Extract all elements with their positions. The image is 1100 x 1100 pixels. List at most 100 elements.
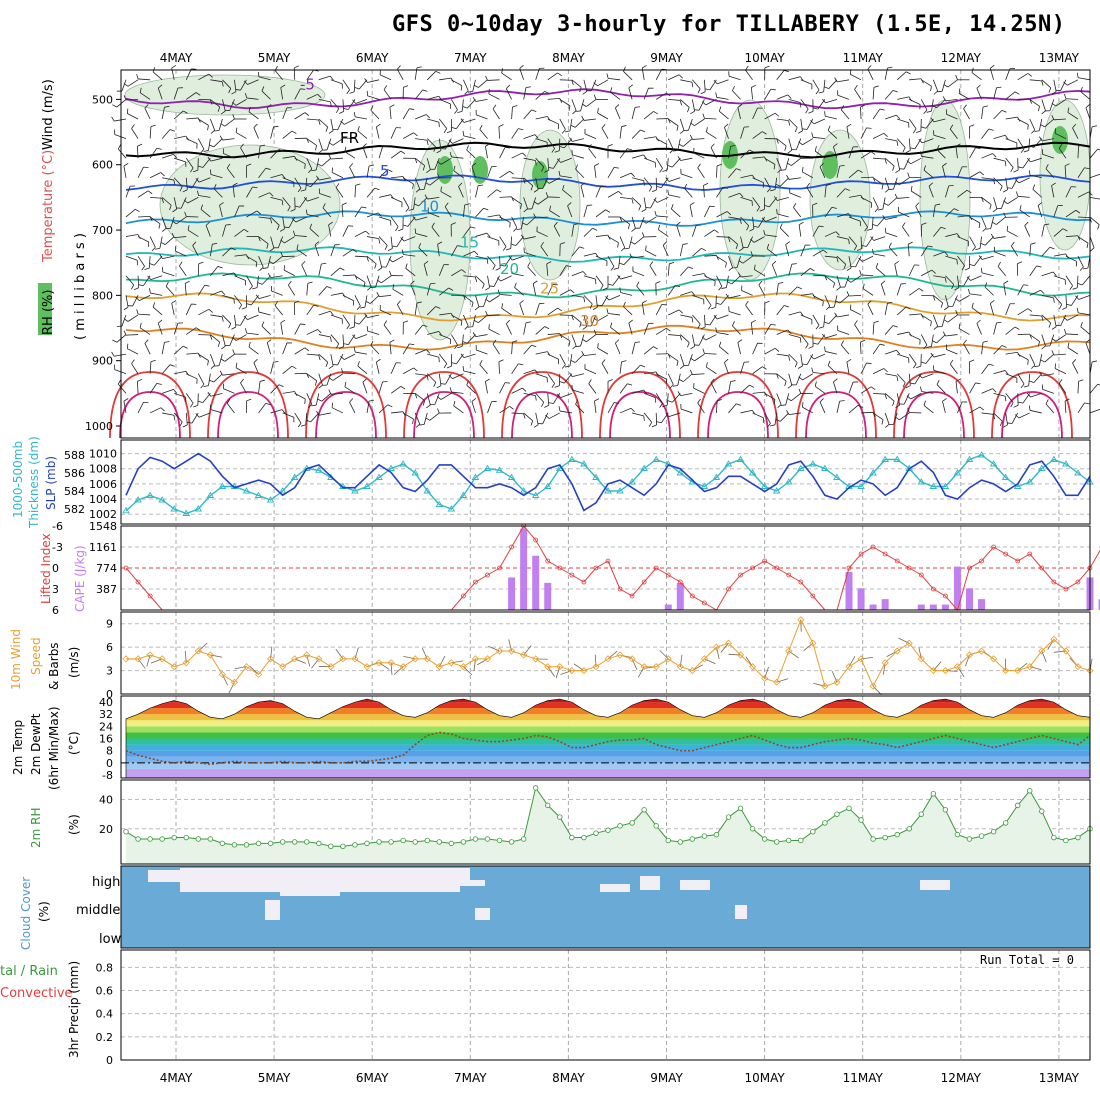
lifted-index-point: [918, 572, 924, 578]
wind-barb: [414, 412, 421, 425]
wind-barb: [195, 327, 201, 331]
wind-barb: [779, 223, 783, 229]
wind-barb: [186, 352, 199, 355]
wind-barb: [217, 106, 221, 112]
rh-point: [533, 785, 539, 791]
wind-barb: [427, 196, 440, 200]
wind-barb: [523, 87, 527, 100]
thickness-point: [483, 464, 492, 471]
wind-barb: [837, 330, 850, 335]
wind-barb: [758, 216, 765, 228]
wind-barb: [636, 285, 645, 296]
wind-barb: [1081, 275, 1091, 286]
wind-barb: [849, 304, 852, 310]
temp-band: [126, 768, 1090, 778]
wind-barb: [379, 294, 392, 298]
wind-barb: [884, 412, 890, 425]
rh-point: [508, 839, 515, 845]
wind-barb: [162, 412, 175, 416]
wind-barb: [764, 324, 772, 335]
wind-speed-point: [905, 639, 913, 647]
wind-barb: [318, 384, 323, 389]
rh-point: [195, 836, 201, 842]
wind-barb: [643, 412, 653, 423]
wind-barb: [235, 324, 241, 326]
wind-barb: [872, 343, 881, 355]
wind-barb: [888, 242, 892, 248]
wind-barb: [1003, 212, 1007, 218]
wind-barb: [202, 157, 211, 168]
wind-barb: [1028, 138, 1031, 151]
wind-barb: [283, 269, 295, 277]
axis-labels: 4MAY4MAY5MAY5MAY6MAY6MAY7MAY7MAY8MAY8MAY…: [52, 51, 1080, 1085]
wind-barb: [1030, 392, 1042, 398]
wind-barb: [294, 177, 302, 189]
wind-barb: [923, 344, 928, 350]
wind-barb: [1067, 112, 1079, 120]
wind-barb: [1097, 148, 1100, 151]
wind-barb: [855, 255, 862, 268]
wind-barb: [535, 216, 548, 219]
wind-barb: [366, 255, 377, 265]
wind-barb: [370, 109, 380, 120]
wind-barb: [222, 373, 235, 376]
wind-barb: [1017, 401, 1023, 404]
wind-barb: [277, 236, 284, 248]
wind-barb: [1051, 338, 1057, 342]
wind-barb: [975, 382, 981, 385]
wind-barb: [427, 118, 439, 123]
wind-barb: [867, 68, 874, 80]
wind-barb: [752, 366, 763, 375]
wind-barb: [462, 105, 468, 109]
wind-barb: [861, 274, 874, 277]
wind-barb: [358, 314, 368, 325]
wind-barb: [454, 344, 458, 350]
wind-barb: [822, 98, 826, 104]
wind-barb: [968, 288, 971, 294]
wind-barb: [248, 111, 259, 120]
wind-barb: [336, 343, 340, 349]
wind-barb: [136, 309, 139, 315]
wind-barb: [222, 224, 227, 237]
wind-barb: [971, 72, 982, 81]
wind-barb: [1037, 202, 1043, 206]
wind-barb: [131, 124, 135, 129]
wind-barb: [1041, 314, 1051, 324]
rh-point: [304, 839, 310, 845]
contour-label: 20: [500, 260, 519, 278]
wind-barb: [800, 314, 813, 320]
wind-barb: [1017, 73, 1029, 81]
wind-barb: [954, 287, 960, 291]
wind-barb: [405, 268, 416, 277]
wind-barb: [861, 245, 867, 247]
wind-barb: [501, 68, 504, 74]
wind-barb: [884, 303, 888, 316]
lifted-index-point: [1075, 579, 1081, 585]
wind-barb: [562, 189, 573, 198]
clear-sky-patch: [640, 876, 660, 890]
lifted-index-point: [870, 544, 876, 550]
wind-barb: [496, 277, 502, 282]
wind-barb: [870, 202, 873, 208]
wind-barb: [582, 326, 588, 330]
wind-barb: [479, 359, 483, 365]
wind-barb: [1075, 295, 1080, 300]
cape-bar: [953, 566, 961, 610]
wind-barb: [630, 407, 635, 413]
wind-barb: [409, 108, 415, 110]
wind-barb: [921, 222, 927, 225]
wind-barb: [879, 108, 885, 111]
label-2m-dewpt: 2m DewPt: [29, 713, 43, 775]
wind-barb: [593, 94, 597, 100]
wind-barb: [607, 143, 613, 147]
wind-barb: [958, 295, 970, 302]
wind-barb: [362, 378, 367, 383]
wind-barb: [732, 321, 735, 326]
wind-barb: [355, 99, 368, 104]
wind-barb: [515, 236, 524, 246]
wind-barb: [996, 321, 1002, 324]
wind-barb: [813, 353, 826, 360]
wind-barb: [531, 344, 537, 348]
wind-barb: [378, 236, 388, 246]
wind-barb: [700, 326, 706, 330]
